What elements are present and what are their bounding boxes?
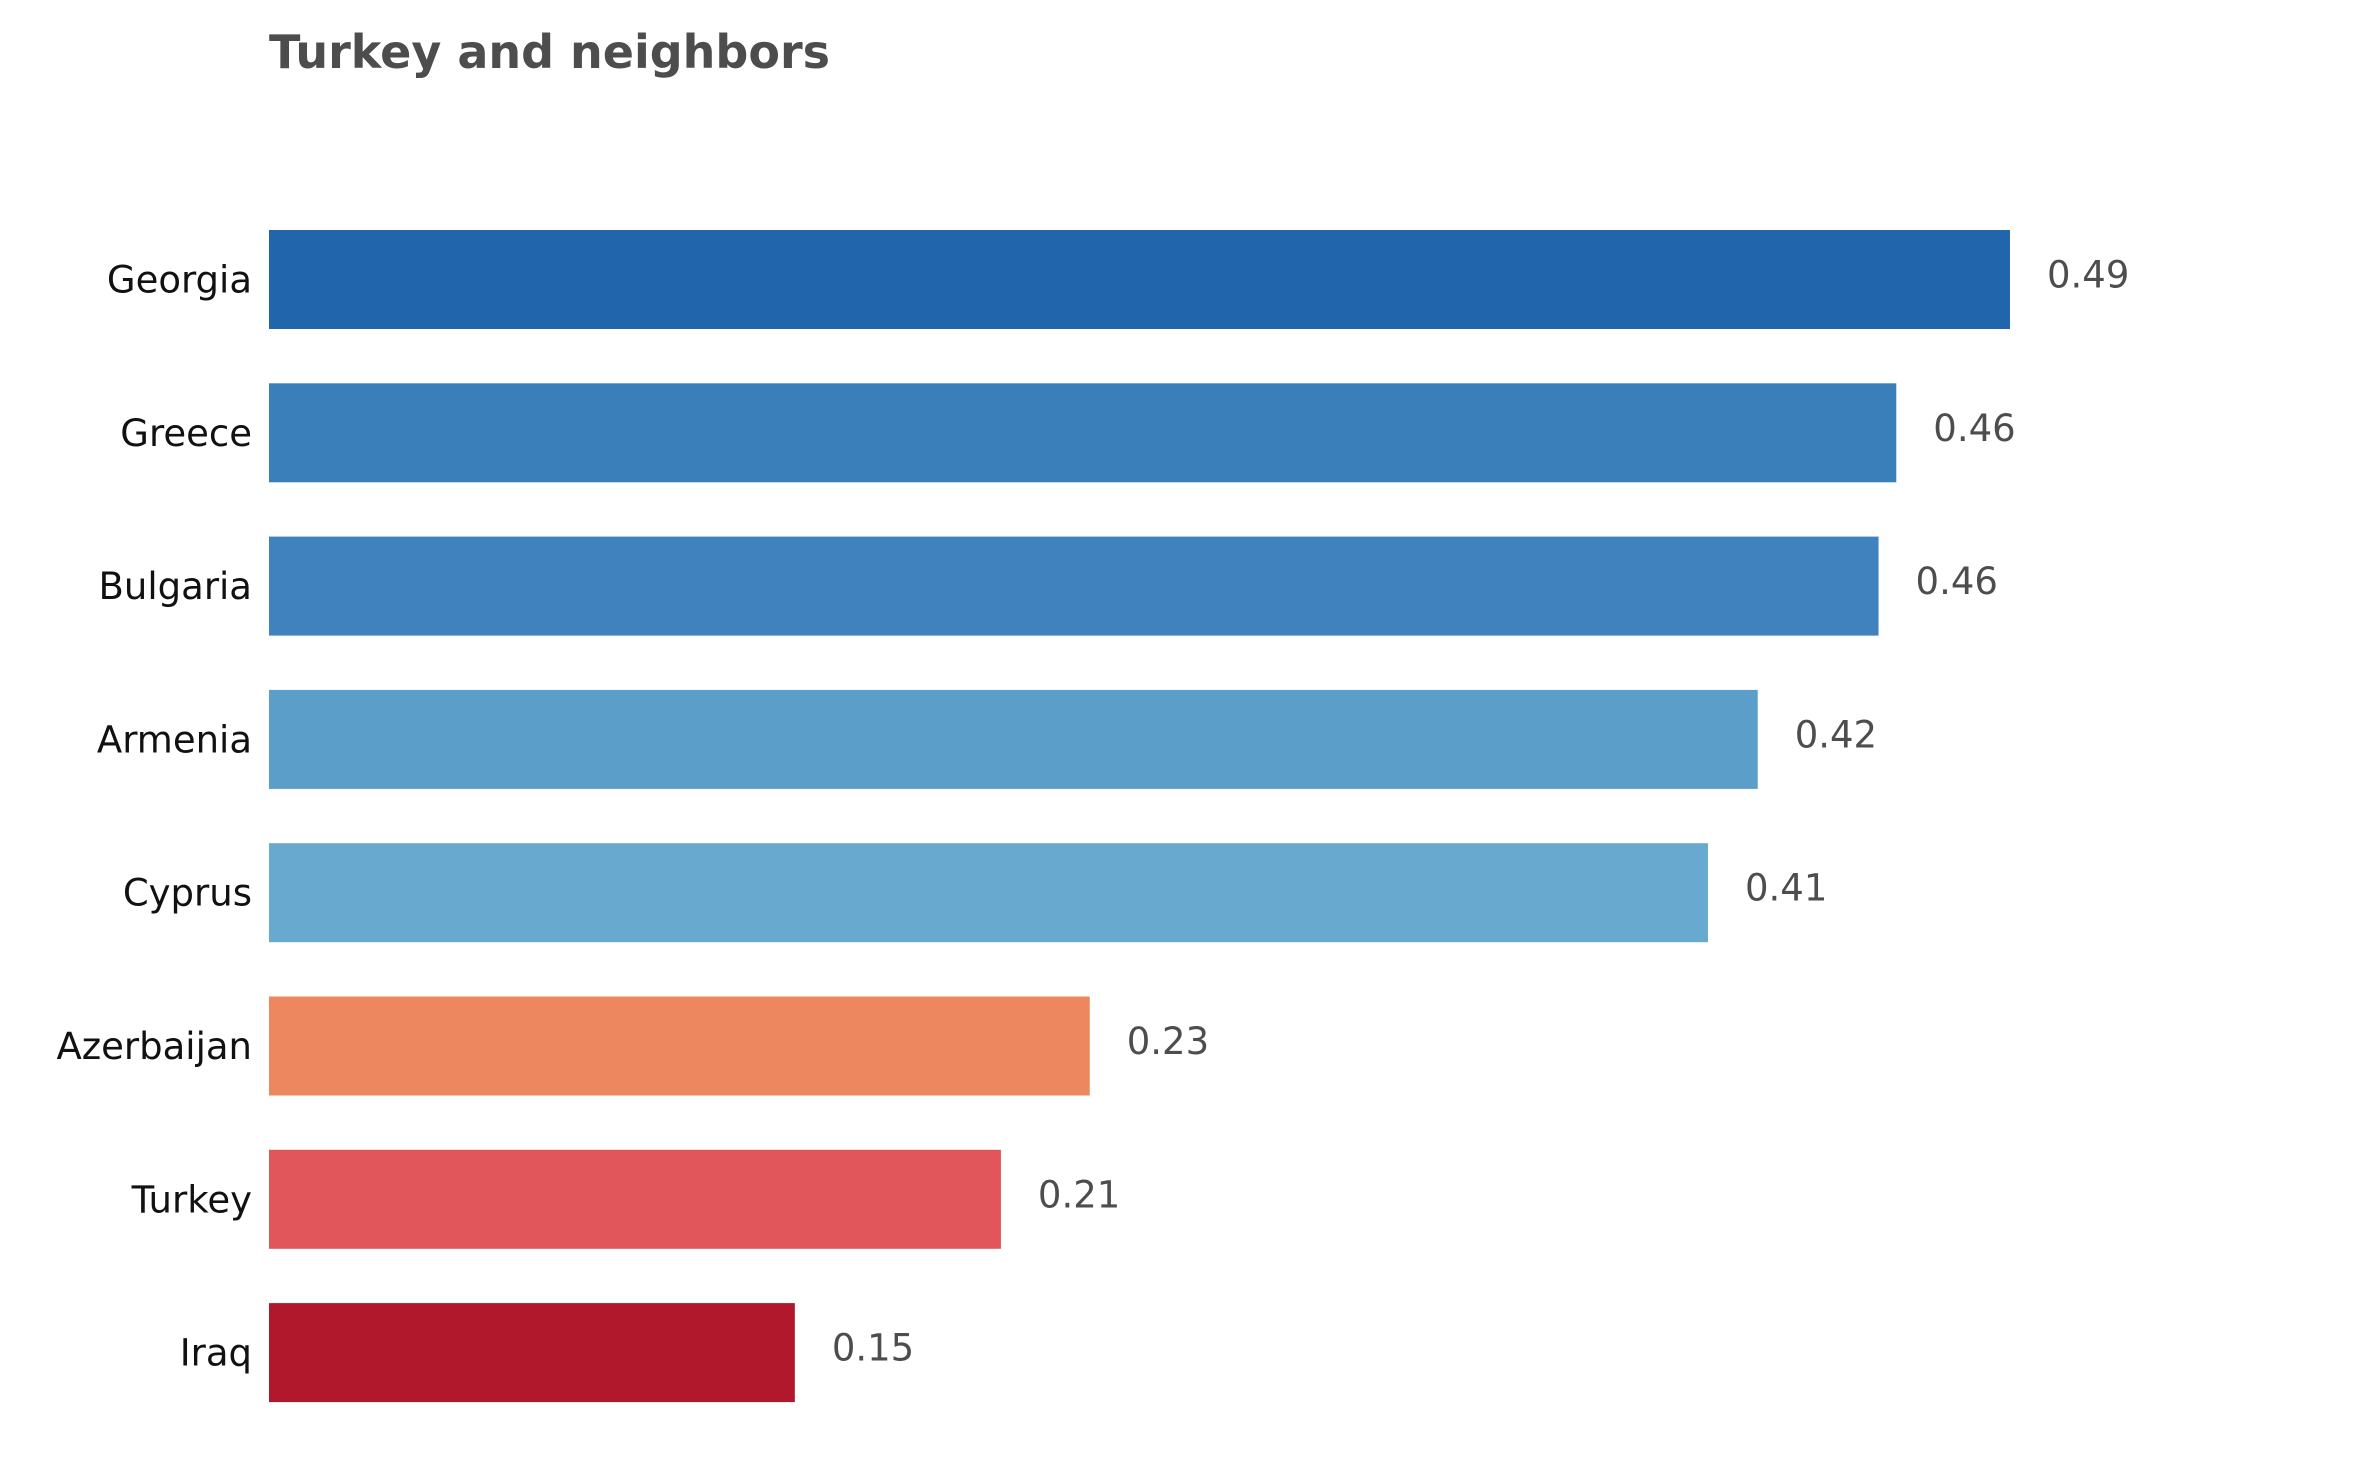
category-label: Armenia: [97, 718, 252, 761]
bar-bulgaria: [269, 536, 1879, 636]
bars-group: Georgia 0.49 Greece 0.46 Bulgaria 0.46 Armenia…: [56, 230, 2129, 1403]
bar-azerbaijan: [269, 996, 1090, 1096]
data-label: 0.23: [1127, 1020, 1209, 1063]
category-label: Bulgaria: [99, 565, 252, 608]
data-label: 0.15: [832, 1327, 914, 1370]
category-label: Georgia: [107, 259, 252, 302]
bar-greece: [269, 383, 1897, 483]
bar-turkey: [269, 1149, 1001, 1249]
data-label: 0.46: [1916, 560, 1998, 603]
category-label: Greece: [120, 412, 252, 455]
category-label: Iraq: [180, 1332, 252, 1375]
data-label: 0.46: [1933, 407, 2015, 450]
data-label: 0.49: [2047, 254, 2129, 297]
bar-cyprus: [269, 843, 1708, 943]
data-label: 0.41: [1745, 867, 1827, 910]
category-label: Azerbaijan: [56, 1025, 252, 1068]
data-label: 0.42: [1795, 713, 1877, 756]
bar-armenia: [269, 689, 1758, 789]
category-label: Turkey: [131, 1178, 252, 1221]
chart-title: Turkey and neighbors: [269, 25, 830, 79]
bar-georgia: [269, 230, 2010, 329]
bar-iraq: [269, 1303, 795, 1403]
category-label: Cyprus: [123, 872, 252, 915]
data-label: 0.21: [1038, 1173, 1120, 1216]
